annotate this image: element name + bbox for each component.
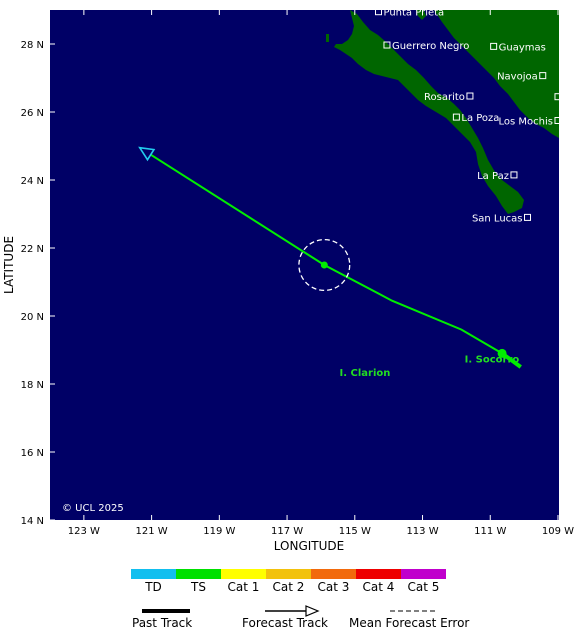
forecast-error-circle bbox=[298, 238, 351, 292]
y-tick-label: 16 N bbox=[21, 448, 44, 459]
legend-category-label: Cat 2 bbox=[272, 580, 305, 594]
forecast-position-marker bbox=[320, 261, 328, 269]
legend-swatch bbox=[266, 569, 311, 579]
x-tick-label: 121 W bbox=[136, 526, 168, 537]
city-label: Navojoa bbox=[497, 72, 538, 83]
x-tick-label: 115 W bbox=[339, 526, 371, 537]
city-marker-icon bbox=[374, 8, 382, 16]
ocean-area bbox=[50, 10, 559, 520]
legend-category-label: Cat 1 bbox=[227, 580, 260, 594]
legend-category-label: TD bbox=[145, 580, 162, 594]
legend-category-label: Cat 5 bbox=[407, 580, 440, 594]
forecast-track-line bbox=[139, 146, 503, 355]
x-tick-labels: 123 W 121 W 119 W 117 W 115 W 113 W 111 W 109 W bbox=[68, 526, 574, 537]
copyright-text: © UCL 2025 bbox=[62, 503, 124, 514]
city-label: La Paz bbox=[477, 171, 509, 182]
city-marker-icon bbox=[539, 72, 547, 80]
legend-swatch bbox=[311, 569, 356, 579]
y-tick-label: 18 N bbox=[21, 380, 44, 391]
city-marker-icon bbox=[466, 92, 474, 100]
city-marker-icon bbox=[383, 41, 391, 49]
y-tick-labels: 28 N 26 N 24 N 22 N 20 N 18 N 16 N 14 N bbox=[21, 40, 44, 527]
legend-category-label: Cat 3 bbox=[317, 580, 350, 594]
legend-category-label: TS bbox=[191, 580, 206, 594]
baja-california-land bbox=[334, 10, 524, 214]
y-axis-title: LATITUDE bbox=[2, 236, 16, 294]
city-label: Punta Prieta bbox=[383, 8, 444, 19]
city-label: Los Mochis bbox=[498, 117, 552, 128]
intensity-color-bar bbox=[131, 569, 446, 579]
city-label: San Lucas bbox=[472, 213, 523, 224]
city-label: Rosarito bbox=[424, 92, 465, 103]
city-marker-icon bbox=[510, 171, 518, 179]
legend-swatch bbox=[221, 569, 266, 579]
x-tick-label: 113 W bbox=[406, 526, 438, 537]
legend-swatch bbox=[356, 569, 401, 579]
x-tick-label: 123 W bbox=[68, 526, 100, 537]
y-tick-label: 24 N bbox=[21, 176, 44, 187]
x-tick-label: 117 W bbox=[271, 526, 303, 537]
past-track-key-label: Past Track bbox=[132, 616, 193, 630]
city-marker-icon bbox=[554, 117, 562, 124]
y-tick-label: 26 N bbox=[21, 108, 44, 119]
x-tick-label: 109 W bbox=[542, 526, 574, 537]
y-tick-label: 22 N bbox=[21, 244, 44, 255]
x-axis-title: LONGITUDE bbox=[274, 539, 344, 553]
axis-ticks bbox=[50, 10, 559, 521]
forecast-arrow-icon bbox=[138, 146, 156, 162]
forecast-track-key-label: Forecast Track bbox=[242, 616, 328, 630]
legend-swatch bbox=[131, 569, 176, 579]
city-markers: Punta Prieta Guerrero Negro Guaymas Navojoa… bbox=[374, 8, 580, 224]
city-marker-icon bbox=[490, 42, 498, 50]
mainland-mexico-land bbox=[434, 10, 559, 138]
island-label: I. Clarion bbox=[340, 368, 391, 379]
city-label: Guaymas bbox=[499, 42, 546, 53]
x-tick-label: 111 W bbox=[474, 526, 506, 537]
cedros-island-land bbox=[326, 34, 329, 42]
storm-track bbox=[138, 146, 522, 369]
forecast-arrow-key-icon bbox=[305, 605, 320, 617]
y-tick-label: 20 N bbox=[21, 312, 44, 323]
city-marker-icon bbox=[452, 113, 460, 121]
legend-swatch bbox=[176, 569, 221, 579]
y-tick-label: 14 N bbox=[21, 516, 44, 527]
legend-swatch bbox=[401, 569, 446, 579]
city-marker-icon bbox=[554, 93, 562, 101]
current-position-marker bbox=[497, 348, 507, 358]
city-marker-icon bbox=[524, 213, 532, 221]
tiburon-island-land bbox=[416, 10, 426, 20]
x-tick-label: 119 W bbox=[203, 526, 235, 537]
city-label: Don bbox=[563, 93, 580, 104]
island-labels: I. Clarion I. Socorro bbox=[340, 355, 520, 380]
mean-forecast-error-key-label: Mean Forecast Error bbox=[349, 616, 470, 630]
land-masses bbox=[326, 10, 559, 214]
legend-category-label: Cat 4 bbox=[362, 580, 395, 594]
city-label: La Poza bbox=[461, 113, 499, 124]
y-tick-label: 28 N bbox=[21, 40, 44, 51]
island-label: I. Socorro bbox=[465, 355, 520, 366]
city-label: Guerrero Negro bbox=[392, 41, 469, 52]
